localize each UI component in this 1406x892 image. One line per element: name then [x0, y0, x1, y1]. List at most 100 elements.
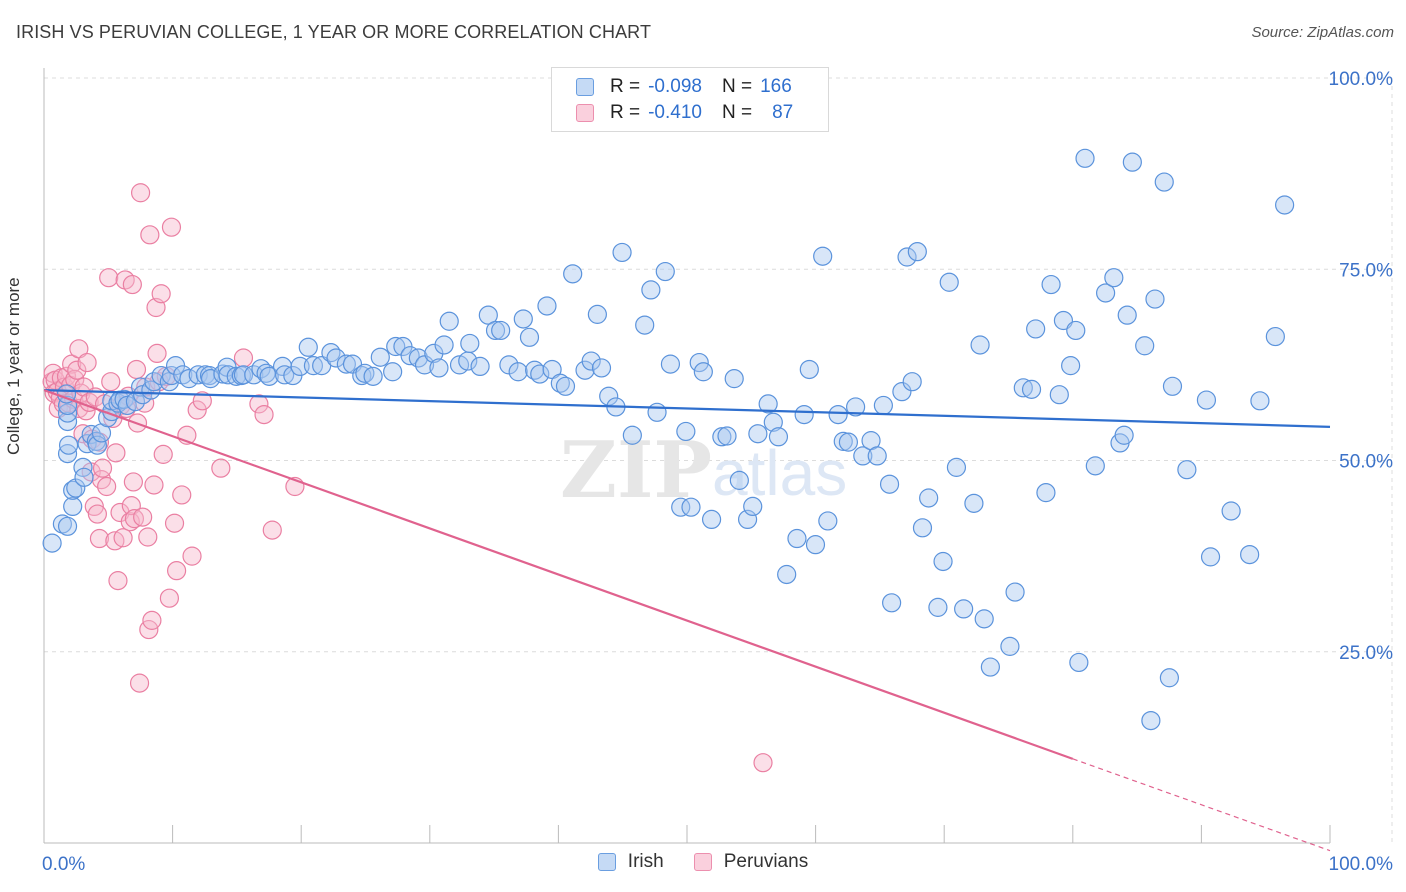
irish-point: [897, 247, 917, 267]
irish-point: [587, 304, 607, 324]
irish-point: [799, 359, 819, 380]
irish-point: [1154, 172, 1174, 192]
y-tick-labels: 25.0% 50.0% 75.0% 100.0%: [1329, 69, 1394, 664]
peruvians-point: [233, 348, 254, 368]
irish-r-label: R =: [610, 76, 641, 97]
irish-point: [537, 296, 557, 316]
irish-point: [1135, 336, 1155, 356]
irish-point: [794, 405, 814, 425]
irish-point: [321, 343, 341, 363]
irish-point: [954, 599, 974, 619]
peruvians-point: [211, 458, 231, 478]
legend-row-irish: R = -0.098 N = 166: [576, 75, 792, 99]
peruvians-n-value: 87: [772, 102, 794, 123]
irish-point: [1013, 378, 1033, 398]
y-tick-label: 100.0%: [1329, 69, 1394, 90]
irish-point: [902, 372, 922, 392]
irish-point: [768, 427, 789, 447]
irish-point: [641, 280, 661, 300]
peruvians-point: [147, 343, 167, 363]
irish-point: [57, 516, 78, 536]
irish-point: [1250, 391, 1270, 411]
irish-point: [743, 496, 763, 516]
irish-point: [434, 335, 454, 355]
legend-item-irish: Irish: [597, 851, 664, 873]
peruvians-r-value: -0.410: [648, 102, 702, 123]
irish-point: [701, 509, 722, 530]
peruvians-point: [249, 394, 269, 414]
irish-n-value: 166: [760, 76, 792, 97]
irish-point: [63, 480, 83, 500]
irish-point: [828, 405, 848, 425]
irish-point: [290, 356, 310, 377]
irish-point: [712, 427, 732, 447]
correlation-legend: R = -0.098 N = 166 R = -0.410 N = 87: [551, 67, 829, 132]
peruvians-point: [101, 372, 121, 392]
irish-point: [763, 412, 783, 432]
irish-point: [1036, 483, 1056, 503]
y-tick-label: 50.0%: [1339, 452, 1393, 473]
irish-point: [298, 337, 318, 357]
irish-point: [867, 446, 887, 466]
irish-point: [1275, 195, 1295, 215]
peruvians-point: [87, 504, 107, 524]
peruvians-point: [153, 444, 173, 464]
y-tick-label: 75.0%: [1339, 260, 1393, 281]
peruvians-point: [159, 588, 179, 608]
irish-point: [635, 315, 655, 335]
irish-point: [218, 365, 238, 385]
irish-point: [1122, 152, 1142, 172]
irish-point: [1049, 385, 1069, 405]
irish-point: [919, 488, 939, 508]
peruvians-point: [84, 496, 104, 516]
irish-point: [1141, 710, 1161, 731]
irish-point: [1114, 425, 1134, 445]
watermark-atlas: atlas: [712, 437, 847, 509]
peruvians-point: [122, 274, 142, 295]
irish-point: [1021, 379, 1042, 399]
irish-point: [748, 424, 768, 444]
irish-point: [853, 446, 873, 466]
irish-point: [717, 426, 737, 446]
legend-irish-label: Irish: [627, 851, 664, 872]
irish-point: [729, 470, 749, 490]
irish-point: [575, 360, 595, 380]
peruvians-n-label: N =: [721, 102, 753, 123]
irish-point: [882, 593, 902, 613]
irish-point: [74, 467, 94, 487]
source-label: Source: ZipAtlas.com: [1251, 24, 1394, 41]
irish-point: [1200, 547, 1221, 567]
peruvians-point: [138, 527, 158, 547]
irish-point: [513, 309, 533, 329]
series-legend: Irish Peruvians: [0, 851, 1406, 873]
irish-point: [326, 348, 346, 368]
irish-point: [758, 394, 778, 414]
irish-point: [363, 366, 383, 386]
irish-point: [980, 657, 1000, 677]
irish-point: [724, 369, 744, 389]
irish-point: [777, 564, 797, 585]
irish-point: [689, 352, 709, 373]
irish-point: [1000, 636, 1020, 656]
irish-point: [1265, 326, 1285, 347]
irish-point: [508, 362, 528, 382]
irish-point: [846, 397, 866, 417]
peruvians-point: [92, 458, 113, 478]
peruvians-trend-line: [43, 389, 1074, 760]
peruvians-point: [172, 485, 192, 505]
peruvians-point: [133, 507, 153, 527]
irish-point: [879, 474, 900, 494]
irish-point: [1085, 456, 1105, 476]
peruvians-r-label: R =: [610, 102, 641, 123]
irish-point: [1240, 544, 1260, 565]
peruvians-point: [254, 405, 274, 425]
peruvians-point: [77, 352, 97, 373]
peruvians-point: [164, 513, 185, 533]
irish-point: [1145, 289, 1165, 309]
irish-point: [671, 497, 691, 517]
x-tick-label: 0.0%: [42, 854, 85, 875]
peruvians-point: [262, 520, 282, 540]
irish-point: [1096, 283, 1116, 303]
irish-points: [42, 148, 1295, 731]
peruvians-point: [142, 610, 162, 630]
